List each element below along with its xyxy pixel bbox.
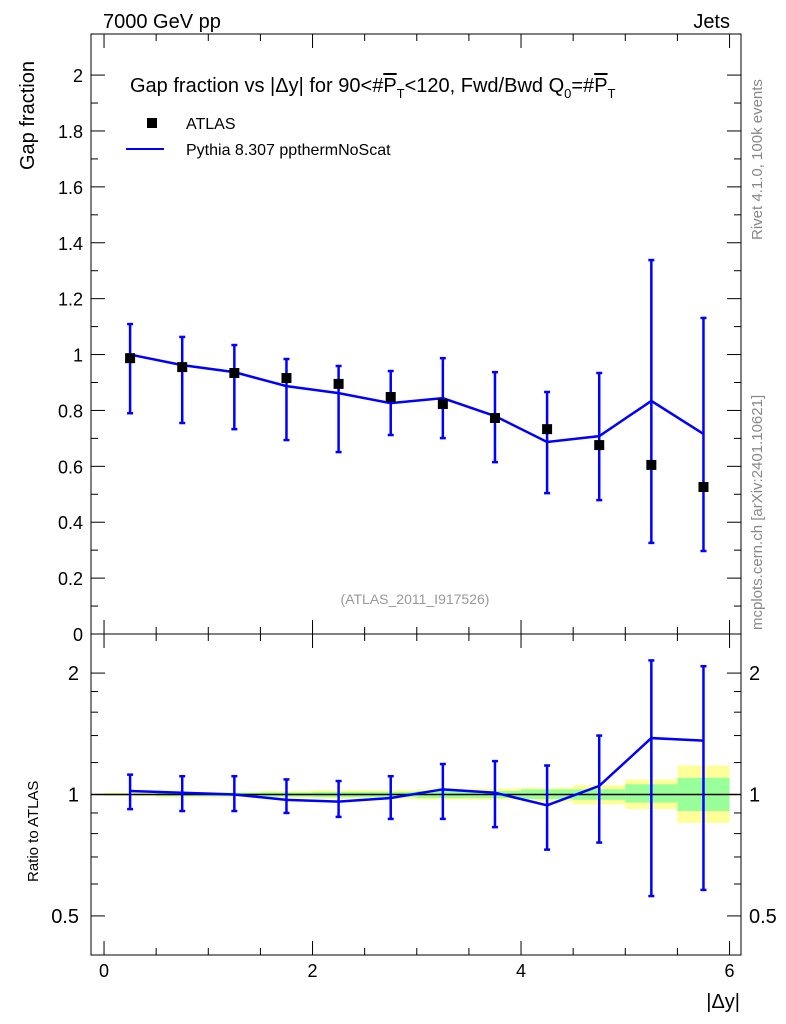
atlas-point (646, 459, 657, 470)
ratio-y-tick-label-right: 1 (749, 785, 760, 807)
rivet-label: Rivet 4.1.0, 100k events (749, 79, 766, 240)
atlas-point (177, 362, 188, 373)
main-title: Gap fraction vs |Δy| for 90<#PT<120, Fwd… (130, 75, 616, 101)
atlas-point (281, 373, 292, 384)
ratio-line (130, 736, 704, 807)
atlas-point (594, 440, 605, 451)
x-tick-label: 2 (308, 961, 318, 981)
mcplots-label: mcplots.cern.ch [arXiv:2401.10621] (749, 395, 766, 630)
legend-atlas-marker (147, 118, 157, 128)
ratio-y-tick-label: 2 (68, 663, 79, 685)
ratio-ylabel: Ratio to ATLAS (25, 781, 42, 882)
y-tick-label: 1.6 (58, 178, 83, 198)
x-tick-label: 4 (516, 961, 526, 981)
y-tick-label: 0.8 (58, 401, 83, 421)
y-tick-label: 2 (73, 66, 83, 86)
atlas-point (125, 353, 136, 364)
y-tick-label: 0.2 (58, 569, 83, 589)
ratio-y-tick-label: 0.5 (51, 906, 79, 928)
y-tick-label: 1.4 (58, 234, 83, 254)
y-tick-label: 0.4 (58, 513, 83, 533)
header-right: Jets (693, 11, 730, 33)
atlas-point (333, 378, 344, 389)
ratio-y-tick-label: 1 (68, 785, 79, 807)
x-tick-label: 0 (99, 961, 109, 981)
legend-atlas-label: ATLAS (186, 116, 236, 133)
ratio-y-tick-label-right: 2 (749, 663, 760, 685)
y-tick-label: 0.6 (58, 457, 83, 477)
atlas-point (489, 412, 500, 423)
y-tick-label: 1.8 (58, 122, 83, 142)
atlas-point (229, 367, 240, 378)
analysis-watermark: (ATLAS_2011_I917526) (341, 591, 490, 607)
atlas-point (437, 399, 448, 410)
atlas-point (385, 392, 396, 403)
header-left: 7000 GeV pp (103, 11, 221, 33)
atlas-point (542, 424, 553, 435)
x-tick-label: 6 (725, 961, 735, 981)
atlas-point (698, 482, 709, 493)
y-tick-label: 1.2 (58, 290, 83, 310)
mc-line (129, 353, 705, 444)
y-tick-label: 1 (73, 346, 83, 366)
ratio-y-tick-label-right: 0.5 (749, 906, 777, 928)
main-ylabel: Gap fraction (17, 61, 39, 170)
xlabel: |Δy| (706, 991, 740, 1013)
ratio-frame (90, 633, 742, 956)
legend-mc-label: Pythia 8.307 ppthermNoScat (186, 142, 391, 159)
y-tick-label: 0 (73, 625, 83, 645)
